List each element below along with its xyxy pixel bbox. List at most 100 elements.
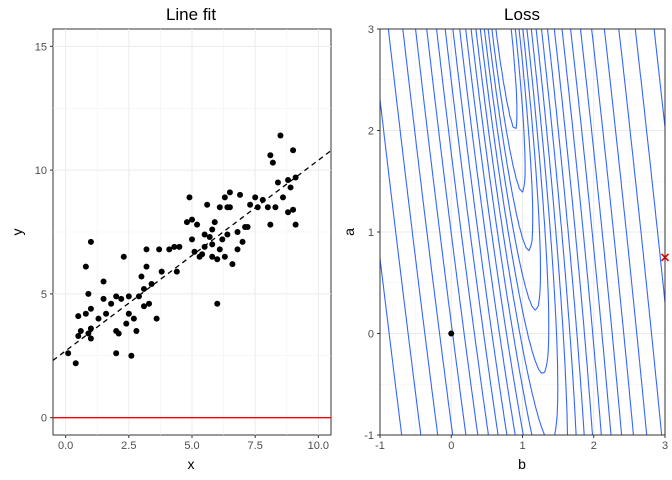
data-point: [120, 253, 127, 260]
data-point: [199, 251, 206, 258]
data-point: [191, 248, 198, 255]
data-point: [272, 204, 279, 211]
data-point: [211, 219, 218, 226]
loss-ticks: -1 0 1 2 3 -1 0 1 2 3: [364, 24, 668, 452]
data-point: [87, 238, 94, 245]
data-point: [214, 256, 221, 263]
line-fit-xlabel: x: [188, 456, 195, 472]
loss-contours: [380, 29, 665, 435]
data-point: [87, 335, 94, 342]
data-point: [234, 229, 241, 235]
data-point: [85, 330, 92, 337]
data-point: [221, 253, 228, 260]
data-point: [171, 243, 178, 250]
data-point: [237, 191, 244, 198]
data-point: [254, 204, 261, 211]
loss-ytick-label: -1: [364, 430, 374, 442]
data-point: [234, 246, 241, 253]
data-point: [189, 216, 195, 223]
data-point: [285, 209, 292, 216]
loss-contour-line: [402, 29, 648, 435]
loss-ylabel: a: [341, 228, 357, 236]
loss-contour-line: [436, 29, 612, 435]
data-point: [123, 320, 130, 327]
data-point: [153, 315, 160, 322]
data-point: [85, 290, 92, 297]
data-point: [72, 360, 79, 367]
loss-xtick-label: -1: [375, 440, 385, 452]
loss-title: Loss: [504, 5, 540, 24]
data-point: [133, 328, 140, 335]
data-point: [140, 285, 147, 292]
line-fit-ticks: 0.0 2.5 5.0 7.5 10.0 0 5 10 15: [35, 41, 329, 452]
data-point: [224, 231, 231, 238]
data-point: [226, 204, 233, 211]
loss-contour-line: [459, 29, 585, 435]
loss-contour-line: [452, 29, 594, 435]
line-fit-marks: [52, 132, 332, 419]
loss-xtick-label: 3: [662, 440, 668, 452]
data-point: [221, 194, 228, 201]
data-point: [125, 310, 132, 317]
line-fit-xtick-label: 7.5: [248, 440, 263, 452]
data-point: [216, 204, 223, 211]
loss-panel: -1 0 1 2 3 -1 0 1 2 3 Loss b a: [341, 5, 670, 472]
data-point: [87, 325, 94, 332]
data-point: [209, 226, 216, 233]
data-point: [143, 263, 150, 270]
data-point: [148, 280, 155, 287]
data-point: [143, 246, 150, 253]
data-point: [158, 268, 165, 275]
data-point: [244, 224, 251, 231]
data-point: [216, 246, 223, 253]
line-fit-ytick-label: 15: [35, 41, 47, 53]
loss-contour-line: [387, 29, 663, 435]
data-point: [269, 159, 276, 166]
line-fit-ytick-label: 10: [35, 165, 47, 177]
data-point: [267, 221, 274, 228]
loss-xtick-label: 2: [591, 440, 597, 452]
loss-ytick-label: 1: [368, 227, 374, 239]
data-point: [140, 303, 147, 310]
line-fit-xtick-label: 2.5: [121, 440, 136, 452]
data-point: [118, 295, 125, 302]
data-point: [115, 330, 122, 337]
data-point: [209, 253, 216, 260]
loss-contour-line: [380, 29, 665, 435]
data-point: [204, 201, 211, 208]
data-point: [292, 174, 299, 181]
data-point: [100, 295, 107, 302]
data-point: [65, 350, 72, 357]
data-point: [189, 236, 195, 243]
data-point: [277, 132, 284, 139]
loss-contour-line: [414, 29, 634, 435]
data-point: [138, 273, 145, 280]
data-point: [219, 236, 226, 243]
line-fit-ytick-label: 0: [41, 413, 47, 425]
line-fit-ylabel: y: [9, 229, 25, 236]
data-point: [128, 352, 135, 359]
data-point: [125, 293, 132, 300]
data-point: [87, 305, 94, 312]
loss-contour-line: [483, 29, 542, 311]
loss-contour-line: [491, 29, 526, 193]
line-fit-title: Line fit: [166, 5, 216, 24]
data-point: [75, 313, 82, 320]
data-point: [183, 219, 190, 226]
line-fit-xtick-label: 0.0: [58, 440, 73, 452]
data-point: [201, 243, 208, 250]
data-point: [252, 194, 259, 201]
data-point: [206, 233, 213, 240]
data-point: [75, 332, 82, 339]
loss-contour-line: [487, 29, 534, 252]
data-point: [287, 184, 294, 191]
loss-contour-line: [380, 29, 665, 435]
data-point: [229, 261, 236, 268]
line-fit-xtick-label: 5.0: [184, 440, 199, 452]
data-point: [214, 300, 221, 307]
loss-ytick-label: 2: [368, 126, 374, 138]
data-point: [259, 196, 266, 203]
data-point: [82, 263, 89, 270]
data-point: [95, 315, 102, 322]
